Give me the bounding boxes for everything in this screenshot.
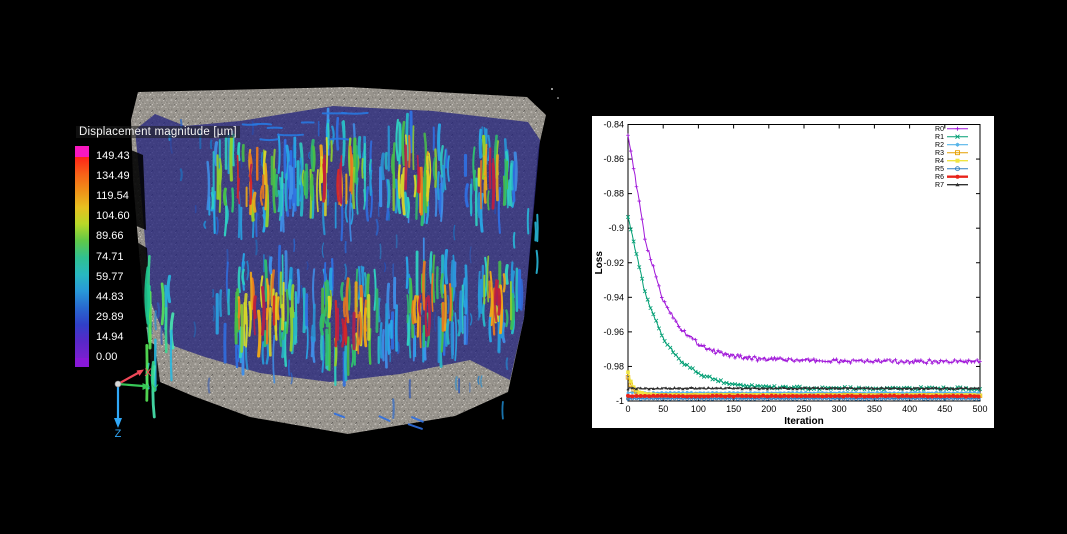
axis-triad-label: Y [151,383,159,395]
svg-text:500: 500 [972,404,987,414]
loss-curve-R7 [626,386,981,391]
svg-text:350: 350 [867,404,882,414]
svg-text:-1: -1 [616,396,624,406]
loss-plot: 0 50 100 150 200 250 300 350 400 450 500 -0.84 -0.86… [594,120,988,428]
svg-text:400: 400 [902,404,917,414]
svg-text:-0.92: -0.92 [603,258,624,268]
cut-region [131,150,146,230]
svg-text:-0.9: -0.9 [608,223,624,233]
legend-label-R2: R2 [935,142,944,149]
axis-triad-label: X [144,367,152,379]
loss-curve-R0 [626,133,982,366]
legend-label-R7: R7 [935,182,944,189]
colorbar-below-range-swatch [75,358,89,367]
loss-curve-R2 [626,390,981,395]
colorbar [75,146,89,367]
legend-label-R6: R6 [935,174,944,181]
svg-text:-0.84: -0.84 [603,120,624,130]
legend-label-R3: R3 [935,150,944,157]
colorbar-label: 134.49 [96,170,130,183]
colorbar-label: 74.71 [96,250,124,263]
svg-text:0: 0 [625,404,630,414]
svg-text:-0.86: -0.86 [603,154,624,164]
fiber-field [144,107,539,430]
svg-text:100: 100 [691,404,706,414]
colorbar-label: 149.43 [96,150,130,162]
colorbar-label: 89.66 [96,230,124,243]
colorbar-label: 104.60 [96,210,130,223]
svg-text:200: 200 [761,404,776,414]
colorbar-label: 59.77 [96,270,124,283]
legend-label-R1: R1 [935,134,944,141]
legend-label-R5: R5 [935,166,944,173]
svg-text:250: 250 [796,404,811,414]
loss-curve-R1 [625,214,983,392]
colorbar-label: 119.54 [96,190,129,203]
colorbar-label: 14.94 [96,330,124,343]
colorbar-label: 0.00 [96,351,118,363]
svg-text:-0.98: -0.98 [603,361,624,371]
plot-tick-labels: 0 50 100 150 200 250 300 350 400 450 500 -0.84 -0.86… [603,120,987,415]
colorbar-title: Displacement magnitude [µm] [76,126,240,138]
svg-text:150: 150 [726,404,741,414]
loss-curve-R5 [626,396,981,401]
colorbar-gradient [75,157,89,358]
colorbar-label: 44.83 [96,290,124,303]
svg-text:300: 300 [832,404,847,414]
svg-text:-0.88: -0.88 [603,189,624,199]
axis-triad: XY Z [114,367,159,440]
loss-plot-panel: 0 50 100 150 200 250 300 350 400 450 500 -0.84 -0.86… [592,116,994,428]
x-axis-label: Iteration [784,416,823,427]
colorbar-label: 29.89 [96,310,124,323]
colorbar-above-range-swatch [75,146,89,157]
legend-label-R0: R0 [935,126,944,133]
svg-text:-0.94: -0.94 [603,292,624,302]
svg-text:450: 450 [937,404,952,414]
axis-triad-label: Z [115,428,122,440]
legend-label-R4: R4 [935,158,944,165]
svg-text:-0.96: -0.96 [603,327,624,337]
y-axis-label: Loss [594,251,605,275]
svg-text:50: 50 [658,404,668,414]
loss-curve-R6 [626,393,981,399]
